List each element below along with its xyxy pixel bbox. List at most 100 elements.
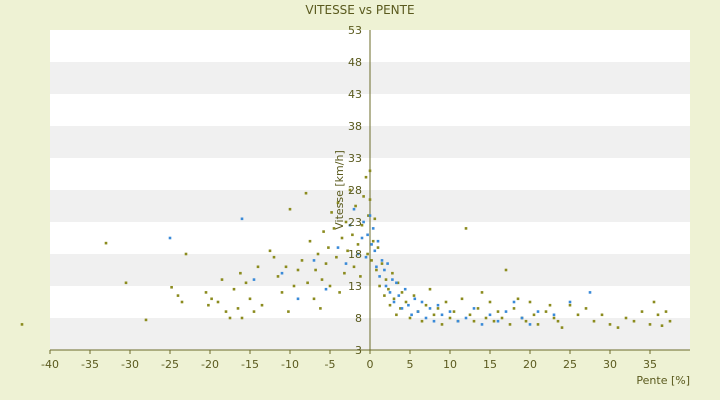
data-point <box>668 319 672 323</box>
x-axis-title: Pente [%] <box>636 374 690 387</box>
data-point <box>144 318 148 322</box>
data-point <box>288 207 292 211</box>
data-point <box>256 265 260 269</box>
data-point <box>444 300 448 304</box>
data-point <box>316 252 320 256</box>
data-point <box>397 294 401 297</box>
data-point <box>496 319 500 323</box>
data-point <box>370 259 373 262</box>
data-point <box>359 275 362 278</box>
data-point <box>252 310 256 313</box>
y-tick-label: 8 <box>355 312 362 325</box>
data-point <box>452 310 456 313</box>
data-point <box>428 307 432 310</box>
data-point <box>354 204 357 208</box>
data-point <box>228 316 232 320</box>
data-point <box>304 191 308 195</box>
data-point <box>378 284 381 288</box>
data-point <box>664 310 668 313</box>
data-point <box>552 316 556 320</box>
x-tick-label: -20 <box>201 358 219 371</box>
data-point <box>412 294 416 297</box>
data-point <box>386 262 389 265</box>
data-point <box>366 233 369 237</box>
x-tick-label: -35 <box>81 358 99 371</box>
data-point <box>399 307 402 310</box>
x-tick-label: 20 <box>523 358 537 371</box>
data-point <box>252 278 256 281</box>
data-point <box>464 316 468 320</box>
data-point <box>560 326 564 329</box>
data-point <box>384 284 388 288</box>
x-tick-label: 30 <box>603 358 617 371</box>
data-point <box>336 201 340 205</box>
data-point <box>376 239 380 243</box>
data-point <box>380 262 384 265</box>
data-point <box>640 310 644 313</box>
data-point <box>373 249 377 253</box>
data-point <box>375 265 378 269</box>
data-point <box>440 313 444 317</box>
data-point <box>373 217 377 221</box>
data-point <box>268 249 272 253</box>
data-point <box>460 297 464 301</box>
y-tick-label: 3 <box>355 344 362 357</box>
data-point <box>383 294 386 297</box>
data-point <box>391 271 394 275</box>
data-point <box>384 278 388 281</box>
data-point <box>428 287 432 291</box>
data-point <box>388 291 392 294</box>
data-points <box>20 169 672 329</box>
data-point <box>568 300 572 304</box>
data-point <box>322 230 325 233</box>
data-point <box>346 249 349 253</box>
data-point <box>424 303 428 307</box>
data-point <box>296 268 300 272</box>
data-point <box>366 252 369 256</box>
data-point <box>504 268 508 272</box>
y-tick-label: 43 <box>348 88 362 101</box>
data-point <box>272 255 276 259</box>
data-point <box>520 316 524 320</box>
data-point <box>352 265 356 269</box>
data-point <box>504 310 508 313</box>
y-tick-label: 13 <box>348 280 362 293</box>
data-point <box>432 313 436 317</box>
data-point <box>432 319 436 323</box>
data-point <box>436 303 440 307</box>
data-point <box>424 316 428 320</box>
data-point <box>395 281 398 285</box>
data-point <box>648 323 652 326</box>
data-point <box>528 323 532 326</box>
data-point <box>312 297 316 301</box>
data-point <box>552 313 556 317</box>
data-point <box>368 214 372 217</box>
data-point <box>348 223 352 227</box>
data-point <box>314 268 317 272</box>
data-point <box>404 300 408 304</box>
data-point <box>280 291 284 294</box>
data-point <box>410 313 413 317</box>
data-point <box>296 297 300 301</box>
data-point <box>364 255 368 259</box>
data-point <box>319 307 322 310</box>
data-point <box>210 297 213 301</box>
y-tick-label: 48 <box>348 56 362 69</box>
data-point <box>320 278 324 281</box>
data-point <box>360 223 364 227</box>
data-point <box>240 217 244 221</box>
data-point <box>370 243 373 246</box>
x-tick-label: 25 <box>563 358 577 371</box>
data-point <box>500 316 504 320</box>
data-point <box>232 287 236 291</box>
data-point <box>276 275 280 278</box>
x-tick-label: -40 <box>41 358 59 371</box>
data-point <box>378 275 381 278</box>
data-point <box>508 323 512 326</box>
data-point <box>488 300 492 304</box>
data-point <box>248 297 252 301</box>
data-point <box>392 297 396 301</box>
data-point <box>420 300 424 304</box>
data-point <box>392 300 396 304</box>
data-point <box>448 316 452 320</box>
